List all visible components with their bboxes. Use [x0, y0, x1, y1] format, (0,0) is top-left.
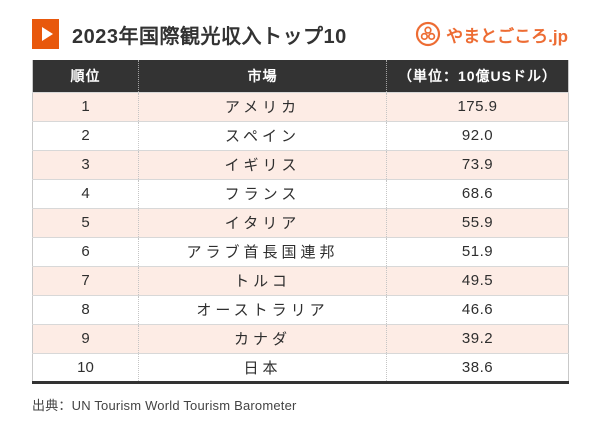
rank-cell: 1 — [32, 91, 139, 121]
rank-cell: 10 — [32, 352, 139, 382]
market-cell: 日本 — [138, 352, 387, 382]
table-body: 1 アメリカ 175.9 2 スペイン 92.0 3 イギリス 73.9 4 フ… — [32, 91, 569, 382]
table-row: 6 アラブ首長国連邦 51.9 — [32, 236, 569, 266]
rank-cell: 5 — [32, 207, 139, 237]
value-cell: 68.6 — [386, 178, 569, 208]
market-cell: トルコ — [138, 265, 387, 295]
value-cell: 92.0 — [386, 120, 569, 150]
table-row: 9 カナダ 39.2 — [32, 323, 569, 353]
rank-cell: 2 — [32, 120, 139, 150]
market-cell: オーストラリア — [138, 294, 387, 324]
value-cell: 73.9 — [386, 149, 569, 179]
rank-cell: 9 — [32, 323, 139, 353]
market-cell: アメリカ — [138, 91, 387, 121]
column-header-unit: （単位：10億USドル） — [386, 60, 569, 92]
table-row: 4 フランス 68.6 — [32, 178, 569, 208]
table-row: 1 アメリカ 175.9 — [32, 91, 569, 121]
column-header-market: 市場 — [138, 60, 387, 92]
value-cell: 49.5 — [386, 265, 569, 295]
column-header-rank: 順位 — [32, 60, 139, 92]
value-cell: 38.6 — [386, 352, 569, 382]
value-cell: 175.9 — [386, 91, 569, 121]
table-row: 7 トルコ 49.5 — [32, 265, 569, 295]
page-title: 2023年国際観光収入トップ10 — [72, 25, 347, 48]
rank-cell: 7 — [32, 265, 139, 295]
rank-cell: 6 — [32, 236, 139, 266]
value-cell: 51.9 — [386, 236, 569, 266]
rank-cell: 8 — [32, 294, 139, 324]
market-cell: フランス — [138, 178, 387, 208]
site-logo: やまとごころ.jp — [415, 21, 568, 47]
value-cell: 55.9 — [386, 207, 569, 237]
play-triangle-icon — [41, 27, 53, 41]
page-header: 2023年国際観光収入トップ10 やまとごころ.jp — [32, 19, 568, 49]
ranking-table: 順位 市場 （単位：10億USドル） 1 アメリカ 175.9 2 スペイン 9… — [32, 60, 569, 384]
market-cell: イギリス — [138, 149, 387, 179]
site-logo-text: やまとごころ.jp — [446, 26, 568, 46]
market-cell: アラブ首長国連邦 — [138, 236, 387, 266]
play-icon — [32, 19, 59, 49]
yamatogokoro-emblem-icon — [416, 21, 441, 47]
table-row: 3 イギリス 73.9 — [32, 149, 569, 179]
market-cell: カナダ — [138, 323, 387, 353]
market-cell: イタリア — [138, 207, 387, 237]
table-row: 5 イタリア 55.9 — [32, 207, 569, 237]
rank-cell: 3 — [32, 149, 139, 179]
table-row: 10 日本 38.6 — [32, 352, 569, 382]
value-cell: 46.6 — [386, 294, 569, 324]
value-cell: 39.2 — [386, 323, 569, 353]
source-note: 出典：UN Tourism World Tourism Barometer — [32, 397, 297, 413]
table-row: 8 オーストラリア 46.6 — [32, 294, 569, 324]
market-cell: スペイン — [138, 120, 387, 150]
rank-cell: 4 — [32, 178, 139, 208]
table-row: 2 スペイン 92.0 — [32, 120, 569, 150]
table-header-row: 順位 市場 （単位：10億USドル） — [32, 60, 569, 92]
